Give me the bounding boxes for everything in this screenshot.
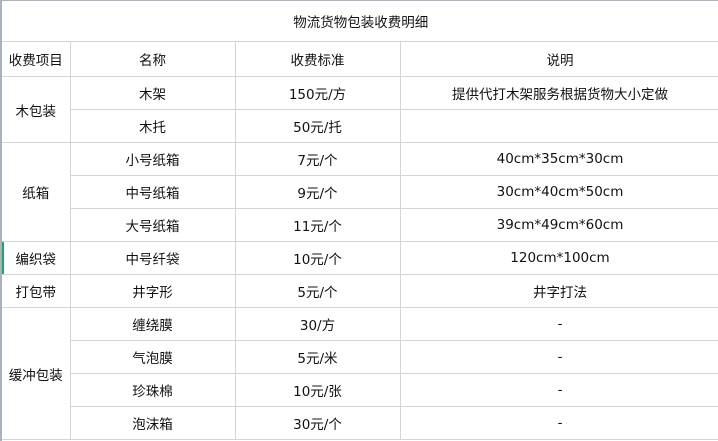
name-cell[interactable]: 珍珠棉 — [69, 373, 236, 407]
header-note[interactable]: 说明 — [399, 41, 718, 77]
header-row: 收费项目 名称 收费标准 说明 — [2, 41, 718, 77]
name-cell[interactable]: 缠绕膜 — [69, 307, 236, 341]
note-cell[interactable]: 40cm*35cm*30cm — [399, 142, 718, 176]
name-cell[interactable]: 泡沫箱 — [69, 406, 236, 440]
name-cell[interactable]: 木托 — [69, 109, 236, 143]
name-cell[interactable]: 大号纸箱 — [69, 208, 236, 242]
note-cell[interactable]: 提供代打木架服务根据货物大小定做 — [399, 76, 718, 110]
note-cell[interactable]: - — [399, 307, 718, 341]
note-cell[interactable]: - — [399, 406, 718, 440]
table-row: 木包装 木架 150元/方 提供代打木架服务根据货物大小定做 — [2, 76, 718, 143]
price-cell[interactable]: 30元/个 — [234, 406, 401, 440]
name-cell[interactable]: 小号纸箱 — [69, 142, 236, 176]
table-row: 气泡膜 5元/米 - — [2, 340, 718, 374]
note-cell[interactable]: 井字打法 — [399, 274, 718, 308]
header-name[interactable]: 名称 — [69, 41, 236, 77]
table-title[interactable]: 物流货物包装收费明细 — [2, 1, 718, 42]
table-row: 编织袋 中号纤袋 10元/个 120cm*100cm — [2, 241, 718, 275]
note-cell[interactable]: - — [399, 373, 718, 407]
price-cell[interactable]: 30/方 — [234, 307, 401, 341]
header-category[interactable]: 收费项目 — [2, 41, 71, 77]
category-cell[interactable]: 编织袋 — [2, 241, 71, 275]
price-cell[interactable]: 5元/米 — [234, 340, 401, 374]
price-cell[interactable]: 50元/托 — [234, 109, 401, 143]
price-cell[interactable]: 7元/个 — [234, 142, 401, 176]
table-row: 木托 50元/托 — [2, 109, 718, 143]
table-row: 中号纸箱 9元/个 30cm*40cm*50cm — [2, 175, 718, 209]
category-cell[interactable]: 纸箱 — [2, 142, 71, 242]
name-cell[interactable]: 中号纸箱 — [69, 175, 236, 209]
note-cell[interactable]: 39cm*49cm*60cm — [399, 208, 718, 242]
price-cell[interactable]: 5元/个 — [234, 274, 401, 308]
note-cell[interactable] — [399, 109, 718, 143]
name-cell[interactable]: 木架 — [69, 76, 236, 110]
table-row: 打包带 井字形 5元/个 井字打法 — [2, 274, 718, 308]
note-cell[interactable]: 30cm*40cm*50cm — [399, 175, 718, 209]
name-cell[interactable]: 中号纤袋 — [69, 241, 236, 275]
table-row: 纸箱 小号纸箱 7元/个 40cm*35cm*30cm — [2, 142, 718, 242]
note-cell[interactable]: 120cm*100cm — [399, 241, 718, 275]
category-cell[interactable]: 木包装 — [2, 76, 71, 143]
title-row: 物流货物包装收费明细 — [2, 1, 718, 42]
price-cell[interactable]: 10元/张 — [234, 373, 401, 407]
price-cell[interactable]: 10元/个 — [234, 241, 401, 275]
name-cell[interactable]: 气泡膜 — [69, 340, 236, 374]
name-cell[interactable]: 井字形 — [69, 274, 236, 308]
table-row: 泡沫箱 30元/个 - — [2, 406, 718, 440]
category-cell[interactable]: 缓冲包装 — [2, 307, 71, 440]
price-cell[interactable]: 150元/方 — [234, 76, 401, 110]
table-row: 大号纸箱 11元/个 39cm*49cm*60cm — [2, 208, 718, 242]
table-row: 缓冲包装 缠绕膜 30/方 - — [2, 307, 718, 440]
price-cell[interactable]: 11元/个 — [234, 208, 401, 242]
note-cell[interactable]: - — [399, 340, 718, 374]
category-cell[interactable]: 打包带 — [2, 274, 71, 308]
price-cell[interactable]: 9元/个 — [234, 175, 401, 209]
header-price[interactable]: 收费标准 — [234, 41, 401, 77]
table-row: 珍珠棉 10元/张 - — [2, 373, 718, 407]
